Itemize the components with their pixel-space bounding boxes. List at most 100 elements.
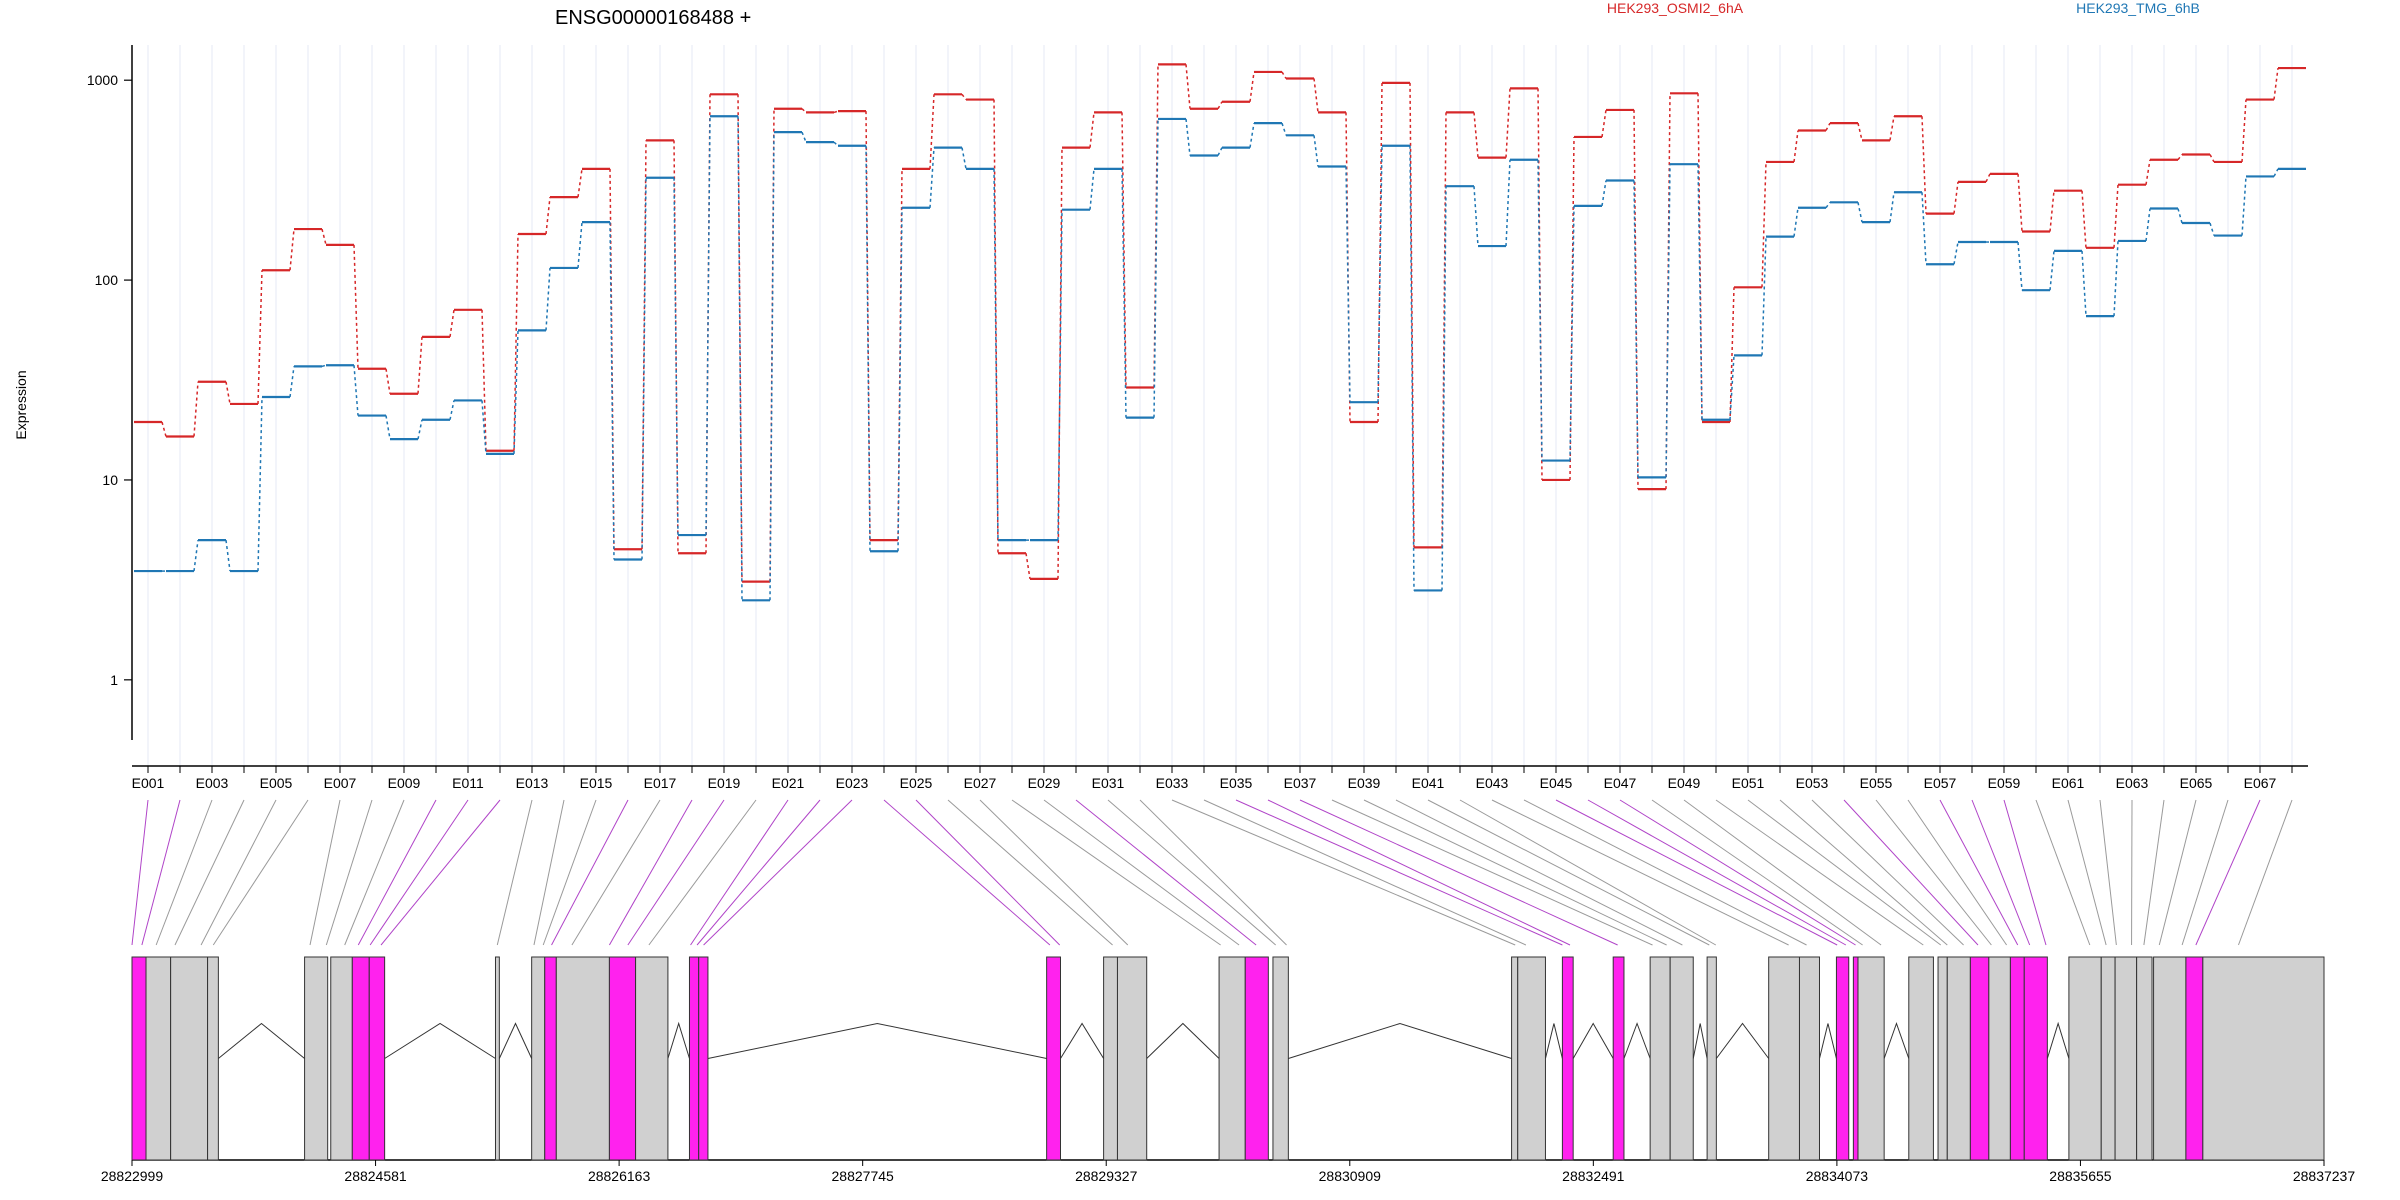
- exon-mapping-line: [1235, 799, 1563, 946]
- x-tick-label: E001: [132, 775, 165, 791]
- series-connector: [801, 108, 807, 113]
- gene-coordinate-label: 28826163: [588, 1168, 651, 1184]
- x-tick-label: E055: [1860, 775, 1893, 791]
- series-connector: [2113, 184, 2119, 248]
- exon-block: [1244, 956, 1269, 1161]
- exon-mapping-line: [533, 799, 565, 946]
- series-connector: [993, 168, 999, 541]
- exon-mapping-line: [1139, 799, 1287, 946]
- x-tick-label: E029: [1028, 775, 1061, 791]
- series-1: [134, 63, 2306, 583]
- series-connector: [417, 419, 423, 440]
- exon-block: [1937, 956, 1948, 1161]
- series-connector: [2177, 154, 2183, 161]
- intron-line: [1544, 1023, 1563, 1059]
- x-tick-label: E017: [644, 775, 677, 791]
- exon-mapping-line: [690, 799, 789, 946]
- series-connector: [321, 364, 327, 368]
- series-connector: [225, 540, 231, 572]
- exon-block: [2185, 956, 2204, 1161]
- series-connector: [1761, 161, 1767, 288]
- exon-mapping-line: [1555, 799, 1838, 946]
- exon-mapping-line: [1203, 799, 1527, 946]
- axes: 1 10 100 1000 E001 E003 E005 E007 E009 E011 E013 E0…: [87, 45, 2308, 791]
- gene-coordinate-label: 28834073: [1806, 1168, 1869, 1184]
- series-connector: [2241, 99, 2247, 162]
- series-connector: [1217, 147, 1223, 156]
- x-tick-label: E047: [1604, 775, 1637, 791]
- series-connector: [1281, 122, 1287, 136]
- intron-line: [1060, 1022, 1105, 1059]
- exon-mapping-line: [2181, 799, 2229, 946]
- exon-block: [2009, 956, 2025, 1161]
- exon-block: [1988, 956, 2011, 1161]
- exon-mapping-line: [648, 799, 757, 946]
- series-connector: [769, 132, 775, 601]
- x-tick-label: E015: [580, 775, 613, 791]
- exon-mapping-line: [1043, 799, 1240, 946]
- exon-block: [304, 956, 329, 1161]
- exon-block: [1669, 956, 1694, 1161]
- series-connector: [577, 168, 583, 198]
- exon-mapping-line: [369, 799, 469, 946]
- exon-mapping-line: [1683, 799, 1882, 946]
- gene-coordinate-label: 28830909: [1319, 1168, 1382, 1184]
- exon-block: [555, 956, 610, 1161]
- series-connector: [1633, 109, 1639, 490]
- gene-coordinate-label: 28835655: [2049, 1168, 2112, 1184]
- series-connector: [193, 381, 199, 437]
- exon-mapping-lines: [131, 799, 2293, 946]
- series-connector: [929, 94, 935, 169]
- exon-mapping-line: [703, 799, 853, 946]
- intron-line: [498, 1022, 533, 1059]
- x-tick-label: E011: [452, 775, 484, 791]
- x-tick-label: E051: [1732, 775, 1765, 791]
- series-connector: [1505, 88, 1511, 158]
- series-connector: [1601, 180, 1607, 207]
- exon-block: [698, 956, 709, 1161]
- series-connector: [1281, 71, 1287, 79]
- exon-mapping-line: [1491, 799, 1789, 946]
- series-connector: [481, 400, 487, 454]
- series-connector: [417, 336, 423, 394]
- series-connector: [1185, 64, 1191, 109]
- exon-block: [170, 956, 209, 1161]
- series-connector: [1377, 145, 1383, 403]
- exon-mapping-line: [1331, 799, 1653, 946]
- x-tick-label: E067: [2244, 775, 2277, 791]
- intron-line: [384, 1022, 496, 1059]
- series-connector: [929, 147, 935, 208]
- exon-block: [2153, 956, 2187, 1161]
- x-tick-label: E003: [196, 775, 229, 791]
- series-connector: [1057, 209, 1063, 541]
- series-connector: [1345, 112, 1351, 422]
- gene-coordinate-label: 28827745: [832, 1168, 895, 1184]
- series-connector: [1633, 180, 1639, 478]
- series-connector: [961, 147, 967, 170]
- intron-line: [218, 1022, 305, 1059]
- series-connector: [2145, 208, 2151, 242]
- exon-mapping-line: [1875, 799, 1992, 946]
- series-connector: [1985, 173, 1991, 183]
- series-connector: [353, 244, 359, 369]
- series-connector: [2049, 190, 2055, 232]
- series-connector: [1313, 78, 1319, 113]
- series-connector: [481, 309, 487, 451]
- series-connector: [2209, 154, 2215, 163]
- series-connector: [961, 93, 967, 101]
- labels: ENSG00000168488 + Expression HEK293_OSMI…: [13, 0, 2200, 440]
- exon-block: [351, 956, 370, 1161]
- x-tick-label: E065: [2180, 775, 2213, 791]
- exon-mapping-line: [1171, 799, 1516, 946]
- series-connector: [449, 400, 455, 420]
- exon-block: [1835, 956, 1850, 1161]
- exon-mapping-line: [1843, 799, 1979, 946]
- x-tick-label: E007: [324, 775, 357, 791]
- series-connector: [1729, 287, 1735, 423]
- exon-mapping-line: [1811, 799, 1964, 946]
- series-connector: [2273, 67, 2279, 100]
- exon-block: [207, 956, 219, 1161]
- exon-block: [1857, 956, 1885, 1161]
- series-connector: [321, 228, 327, 246]
- series-connector: [833, 110, 839, 114]
